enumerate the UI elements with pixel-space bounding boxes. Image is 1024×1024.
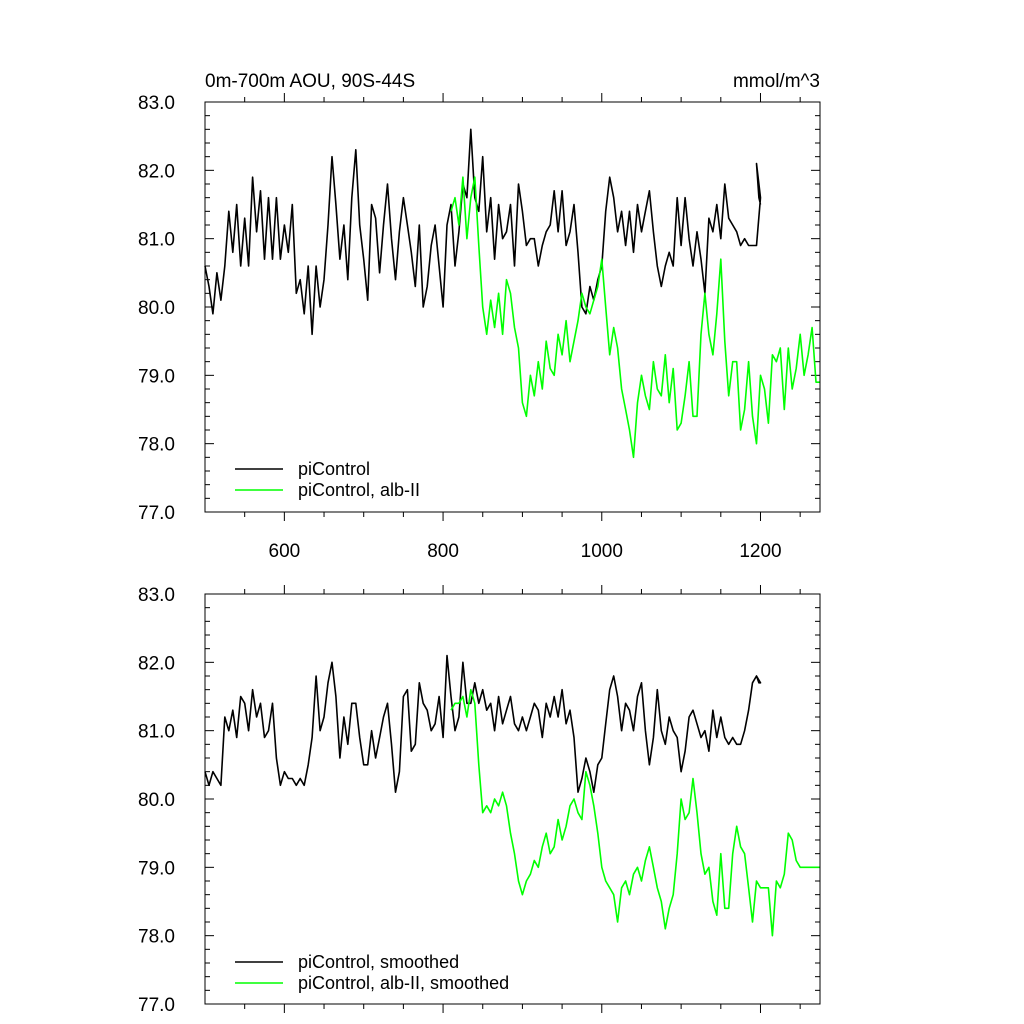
- y-tick-label: 79.0: [138, 858, 175, 879]
- bottom-panel: 77.0 78.0 79.0 80.0 81.0 82.0 83.0 piControl, …: [138, 585, 821, 1016]
- x-tick-label: 800: [427, 541, 459, 562]
- y-tick-label: 81.0: [138, 230, 175, 251]
- series-line-0: [204, 128, 762, 336]
- legend-label-alb-II: piControl, alb-II: [298, 480, 420, 500]
- y-tick-label: 78.0: [138, 435, 175, 456]
- y-tick-label: 82.0: [138, 161, 175, 182]
- y-tick-label: 82.0: [138, 653, 175, 674]
- series-line-0: [204, 654, 762, 794]
- bottom-panel-ticks: 77.0 78.0 79.0 80.0 81.0 82.0 83.0: [138, 585, 820, 1016]
- legend-label-piControl-smoothed: piControl, smoothed: [298, 952, 459, 972]
- legend-label-alb-II-smoothed: piControl, alb-II, smoothed: [298, 973, 509, 993]
- x-tick-label: 1200: [739, 541, 781, 562]
- y-tick-label: 78.0: [138, 927, 175, 948]
- top-panel-frame: [204, 101, 821, 513]
- y-tick-label: 80.0: [138, 790, 175, 811]
- top-panel-ticks: 77.0 78.0 79.0 80.0 81.0 82.0 83.0 600 800 1000 12…: [138, 93, 820, 562]
- top-panel-series: [204, 128, 820, 459]
- series-line-1: [450, 176, 820, 459]
- y-tick-label: 79.0: [138, 366, 175, 387]
- y-tick-label: 83.0: [138, 93, 175, 114]
- y-tick-label: 80.0: [138, 298, 175, 319]
- x-tick-label: 1000: [581, 541, 623, 562]
- bottom-panel-frame: [204, 593, 821, 1005]
- top-panel-legend: piControl piControl, alb-II: [235, 459, 420, 500]
- y-tick-label: 81.0: [138, 722, 175, 743]
- top-panel-units: mmol/m^3: [733, 71, 820, 92]
- bottom-panel-series: [204, 654, 820, 937]
- series-line-1: [450, 688, 820, 937]
- y-tick-label: 77.0: [138, 995, 175, 1016]
- y-tick-label: 77.0: [138, 503, 175, 524]
- top-panel: 0m-700m AOU, 90S-44S mmol/m^3 77.0 78.0 79…: [138, 71, 821, 562]
- x-tick-label: 600: [269, 541, 301, 562]
- y-tick-label: 83.0: [138, 585, 175, 606]
- bottom-panel-legend: piControl, smoothed piControl, alb-II, s…: [235, 952, 509, 993]
- legend-label-piControl: piControl: [298, 459, 370, 479]
- top-panel-title: 0m-700m AOU, 90S-44S: [205, 71, 415, 92]
